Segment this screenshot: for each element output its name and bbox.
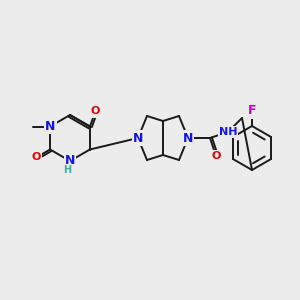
Text: H: H [63, 165, 71, 175]
Text: F: F [248, 104, 256, 118]
Text: N: N [65, 154, 75, 167]
Text: O: O [91, 106, 100, 116]
Text: O: O [211, 151, 221, 161]
Text: N: N [183, 131, 193, 145]
Text: NH: NH [219, 127, 237, 137]
Text: N: N [133, 131, 143, 145]
Text: N: N [45, 120, 55, 133]
Text: O: O [32, 152, 41, 163]
